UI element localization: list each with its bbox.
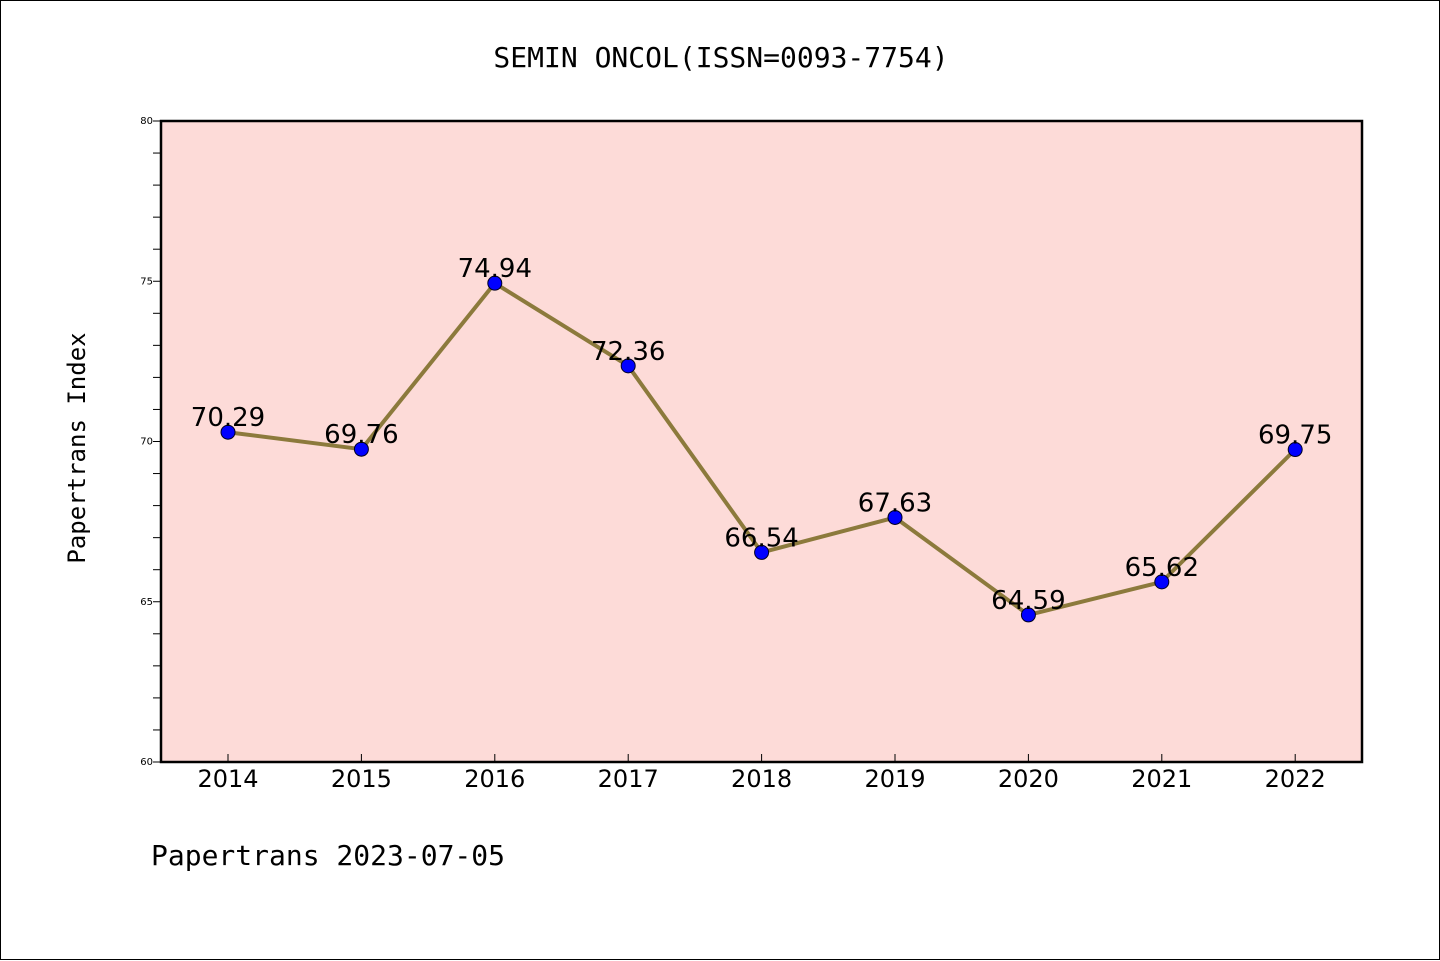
plot-border <box>159 119 1364 764</box>
plot-area <box>161 121 1362 762</box>
x-tick-label: 2021 <box>1131 765 1192 793</box>
data-label: 67.63 <box>858 488 932 518</box>
data-label: 64.59 <box>991 586 1065 616</box>
data-point <box>1020 607 1036 623</box>
data-label: 66.54 <box>724 523 798 553</box>
x-tick-label: 2022 <box>1265 765 1326 793</box>
data-point <box>1287 442 1303 458</box>
y-tick-label: 60 <box>140 757 153 768</box>
x-tick-label: 2014 <box>197 765 258 793</box>
x-tick-label: 2018 <box>731 765 792 793</box>
data-point <box>220 424 236 440</box>
data-point <box>620 358 636 374</box>
y-tick-label: 75 <box>140 276 153 287</box>
y-tick-label: 80 <box>140 116 153 127</box>
data-point <box>353 441 369 457</box>
x-tick-label: 2020 <box>998 765 1059 793</box>
data-point <box>887 509 903 525</box>
x-tick-label: 2016 <box>464 765 525 793</box>
x-tick-label: 2017 <box>598 765 659 793</box>
data-point <box>487 275 503 291</box>
markers-layer <box>220 275 1303 623</box>
axis-ticks: 60 65 70 75 80 2014 2015 2016 2017 2018 2019 2020 20… <box>140 116 1325 793</box>
data-labels-layer: 70.29 69.76 74.94 72.36 66.54 67.63 64.59 65.62… <box>191 254 1333 616</box>
data-label: 72.36 <box>591 337 665 367</box>
y-axis-label: Papertrans Index <box>63 332 91 563</box>
y-tick-label: 70 <box>140 437 153 448</box>
data-label: 70.29 <box>191 403 265 433</box>
data-label: 69.76 <box>324 420 398 450</box>
data-label: 65.62 <box>1125 553 1199 583</box>
y-tick-label: 65 <box>140 597 153 608</box>
data-point <box>1154 574 1170 590</box>
data-label: 69.75 <box>1258 421 1332 451</box>
data-label: 74.94 <box>458 254 532 284</box>
x-tick-label: 2015 <box>331 765 392 793</box>
chart-title: SEMIN ONCOL(ISSN=0093-7754) <box>493 41 948 74</box>
footer-text: Papertrans 2023-07-05 <box>151 839 505 872</box>
data-point <box>754 544 770 560</box>
x-tick-label: 2019 <box>864 765 925 793</box>
